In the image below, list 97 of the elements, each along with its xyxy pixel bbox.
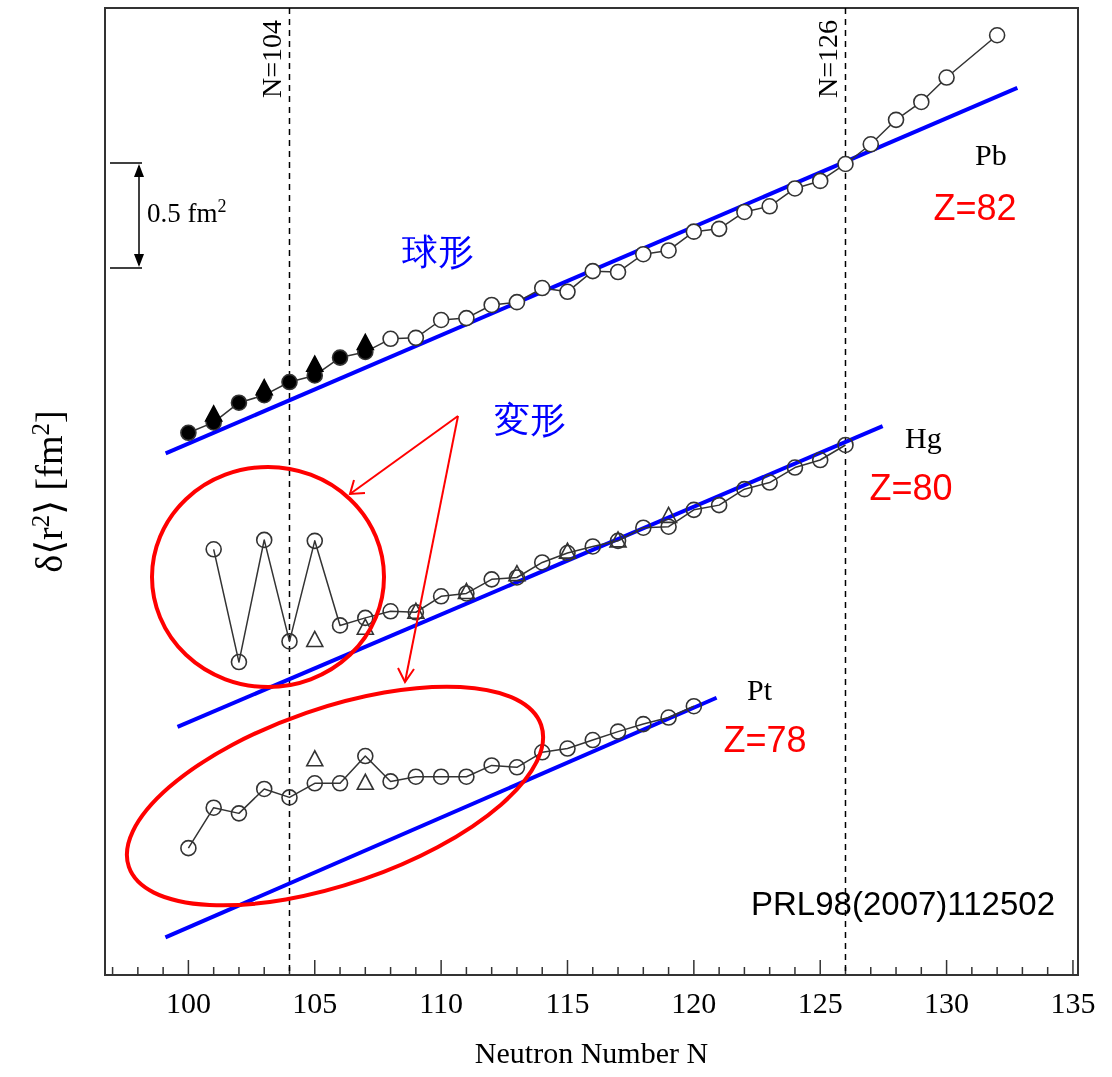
point <box>559 740 576 757</box>
point <box>533 554 551 571</box>
point <box>255 780 273 798</box>
point <box>205 799 222 817</box>
point <box>432 311 450 329</box>
point <box>305 750 324 767</box>
point <box>862 135 880 153</box>
point <box>710 496 728 514</box>
point <box>356 773 375 791</box>
x-tick-label: 125 <box>797 986 843 1019</box>
point <box>635 715 652 733</box>
x-tick-label: 130 <box>924 986 970 1019</box>
point <box>533 743 551 761</box>
point <box>660 709 677 726</box>
point <box>559 283 576 301</box>
point <box>281 789 298 806</box>
point <box>887 111 905 129</box>
point <box>305 630 324 648</box>
point <box>306 774 324 792</box>
ref-line-label: N=104 <box>256 20 288 99</box>
point <box>407 768 425 786</box>
point <box>230 653 248 671</box>
point <box>710 220 728 238</box>
point <box>736 480 753 498</box>
point <box>609 723 627 740</box>
point <box>584 731 602 749</box>
point <box>305 355 324 372</box>
ref-line-label: N=126 <box>812 20 844 99</box>
x-tick-label: 100 <box>165 986 211 1019</box>
point <box>331 617 349 634</box>
point <box>659 506 678 524</box>
point <box>685 697 703 715</box>
x-tick-label: 135 <box>1050 986 1096 1019</box>
annotation: 0.5 fm$^{2}$ <box>147 196 227 228</box>
annotation: Z=82 <box>933 187 1017 228</box>
point <box>786 459 804 476</box>
point <box>508 564 526 582</box>
x-tick-label: 110 <box>419 986 464 1019</box>
point <box>811 451 829 469</box>
point <box>786 180 804 197</box>
point <box>357 609 374 627</box>
point <box>913 93 930 111</box>
series-label: Hg <box>905 421 942 454</box>
x-axis-title: Neutron Number N <box>474 1036 709 1069</box>
point <box>180 839 197 857</box>
point <box>508 759 526 776</box>
point <box>458 768 475 786</box>
point <box>356 618 375 636</box>
annotation: 球形 <box>402 231 474 272</box>
point <box>357 747 374 765</box>
point <box>205 540 222 558</box>
point <box>609 263 627 281</box>
point <box>660 242 677 259</box>
point <box>938 69 955 86</box>
point <box>811 172 829 190</box>
point <box>306 532 324 550</box>
point <box>483 571 500 588</box>
annotation: PRL98(2007)112502 <box>751 885 1055 922</box>
point <box>837 436 854 454</box>
series-label: Pt <box>747 673 773 706</box>
point <box>635 519 652 536</box>
point <box>382 330 399 348</box>
point <box>761 197 778 215</box>
point <box>255 531 273 549</box>
point <box>483 296 500 314</box>
point <box>382 773 399 790</box>
point <box>761 474 778 491</box>
point <box>281 633 298 650</box>
point <box>508 569 526 586</box>
x-tick-label: 120 <box>671 986 717 1019</box>
annotation: Z=80 <box>869 467 953 508</box>
point <box>407 329 425 347</box>
point <box>988 26 1006 44</box>
x-tick-label: 115 <box>545 986 590 1019</box>
point <box>736 203 753 221</box>
point <box>685 501 703 519</box>
point <box>331 774 349 792</box>
annotation: Z=78 <box>723 719 807 760</box>
point <box>508 293 526 311</box>
point <box>204 405 223 422</box>
annotation: 変形 <box>494 399 566 440</box>
x-tick-label: 105 <box>292 986 338 1019</box>
series-label: Pb <box>975 138 1007 171</box>
point <box>660 518 677 536</box>
point <box>837 155 854 173</box>
point <box>533 279 551 297</box>
point <box>382 603 399 620</box>
point <box>458 309 475 327</box>
point <box>230 805 248 822</box>
point <box>255 378 274 396</box>
point <box>685 223 703 240</box>
point <box>635 245 652 263</box>
point <box>584 262 602 280</box>
point <box>483 757 500 774</box>
point <box>432 768 450 786</box>
point <box>356 333 375 351</box>
point <box>584 538 602 555</box>
